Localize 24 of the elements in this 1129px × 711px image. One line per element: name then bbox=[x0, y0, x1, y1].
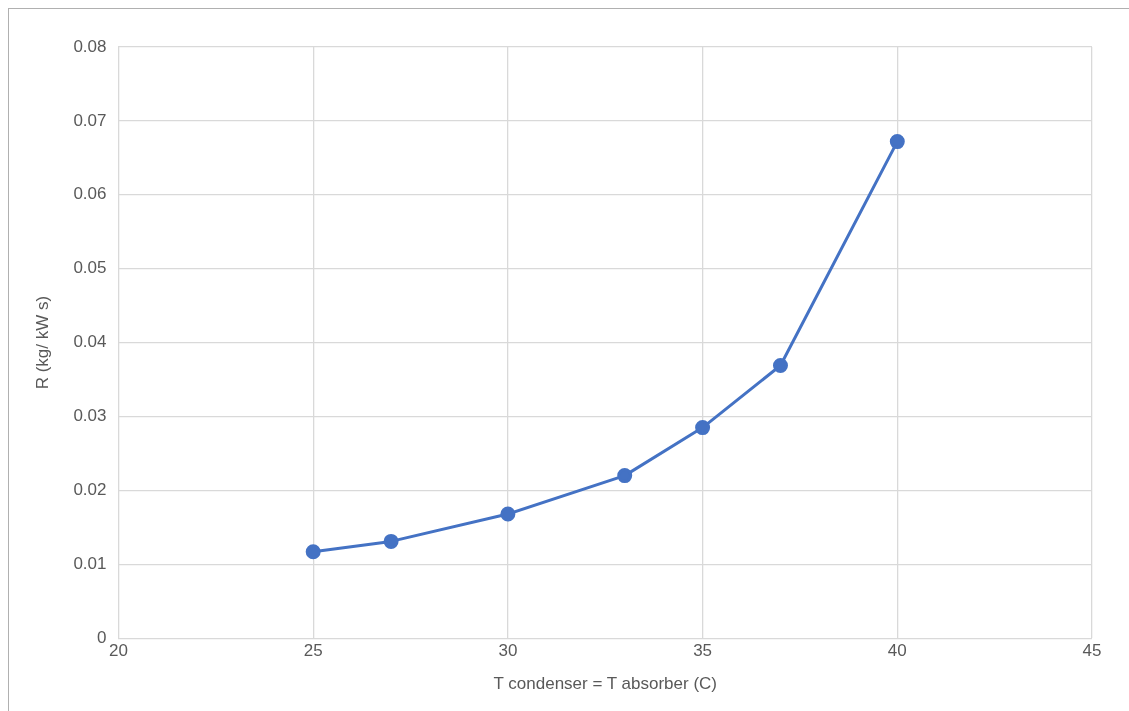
y-tick-label: 0.02 bbox=[73, 480, 107, 500]
y-tick-label: 0.08 bbox=[73, 36, 107, 56]
point bbox=[617, 468, 633, 484]
x-tick-label: 25 bbox=[303, 641, 323, 661]
y-tick-label: 0.05 bbox=[73, 258, 107, 278]
x-tick-label: 45 bbox=[1082, 641, 1102, 661]
x-tick-label: 40 bbox=[887, 641, 907, 661]
x-tick-label: 30 bbox=[498, 641, 518, 661]
x-tick-label: 20 bbox=[109, 641, 128, 661]
point bbox=[383, 533, 399, 549]
point bbox=[889, 134, 905, 150]
point bbox=[305, 544, 321, 560]
y-axis-title: R (kg/ kW s) bbox=[32, 295, 52, 390]
y-tick-label: 0.01 bbox=[73, 553, 107, 573]
y-tick-label: 0 bbox=[97, 627, 107, 647]
point bbox=[695, 420, 711, 436]
x-tick-label: 35 bbox=[693, 641, 713, 661]
y-tick-label: 0.04 bbox=[73, 332, 107, 352]
y-tick-label: 0.03 bbox=[73, 406, 107, 426]
point bbox=[500, 506, 516, 522]
y-tick-label: 0.07 bbox=[73, 110, 107, 130]
x-axis-title: T condenser = T absorber (C) bbox=[493, 674, 717, 694]
point bbox=[772, 358, 788, 374]
y-tick-label: 0.06 bbox=[73, 184, 107, 204]
